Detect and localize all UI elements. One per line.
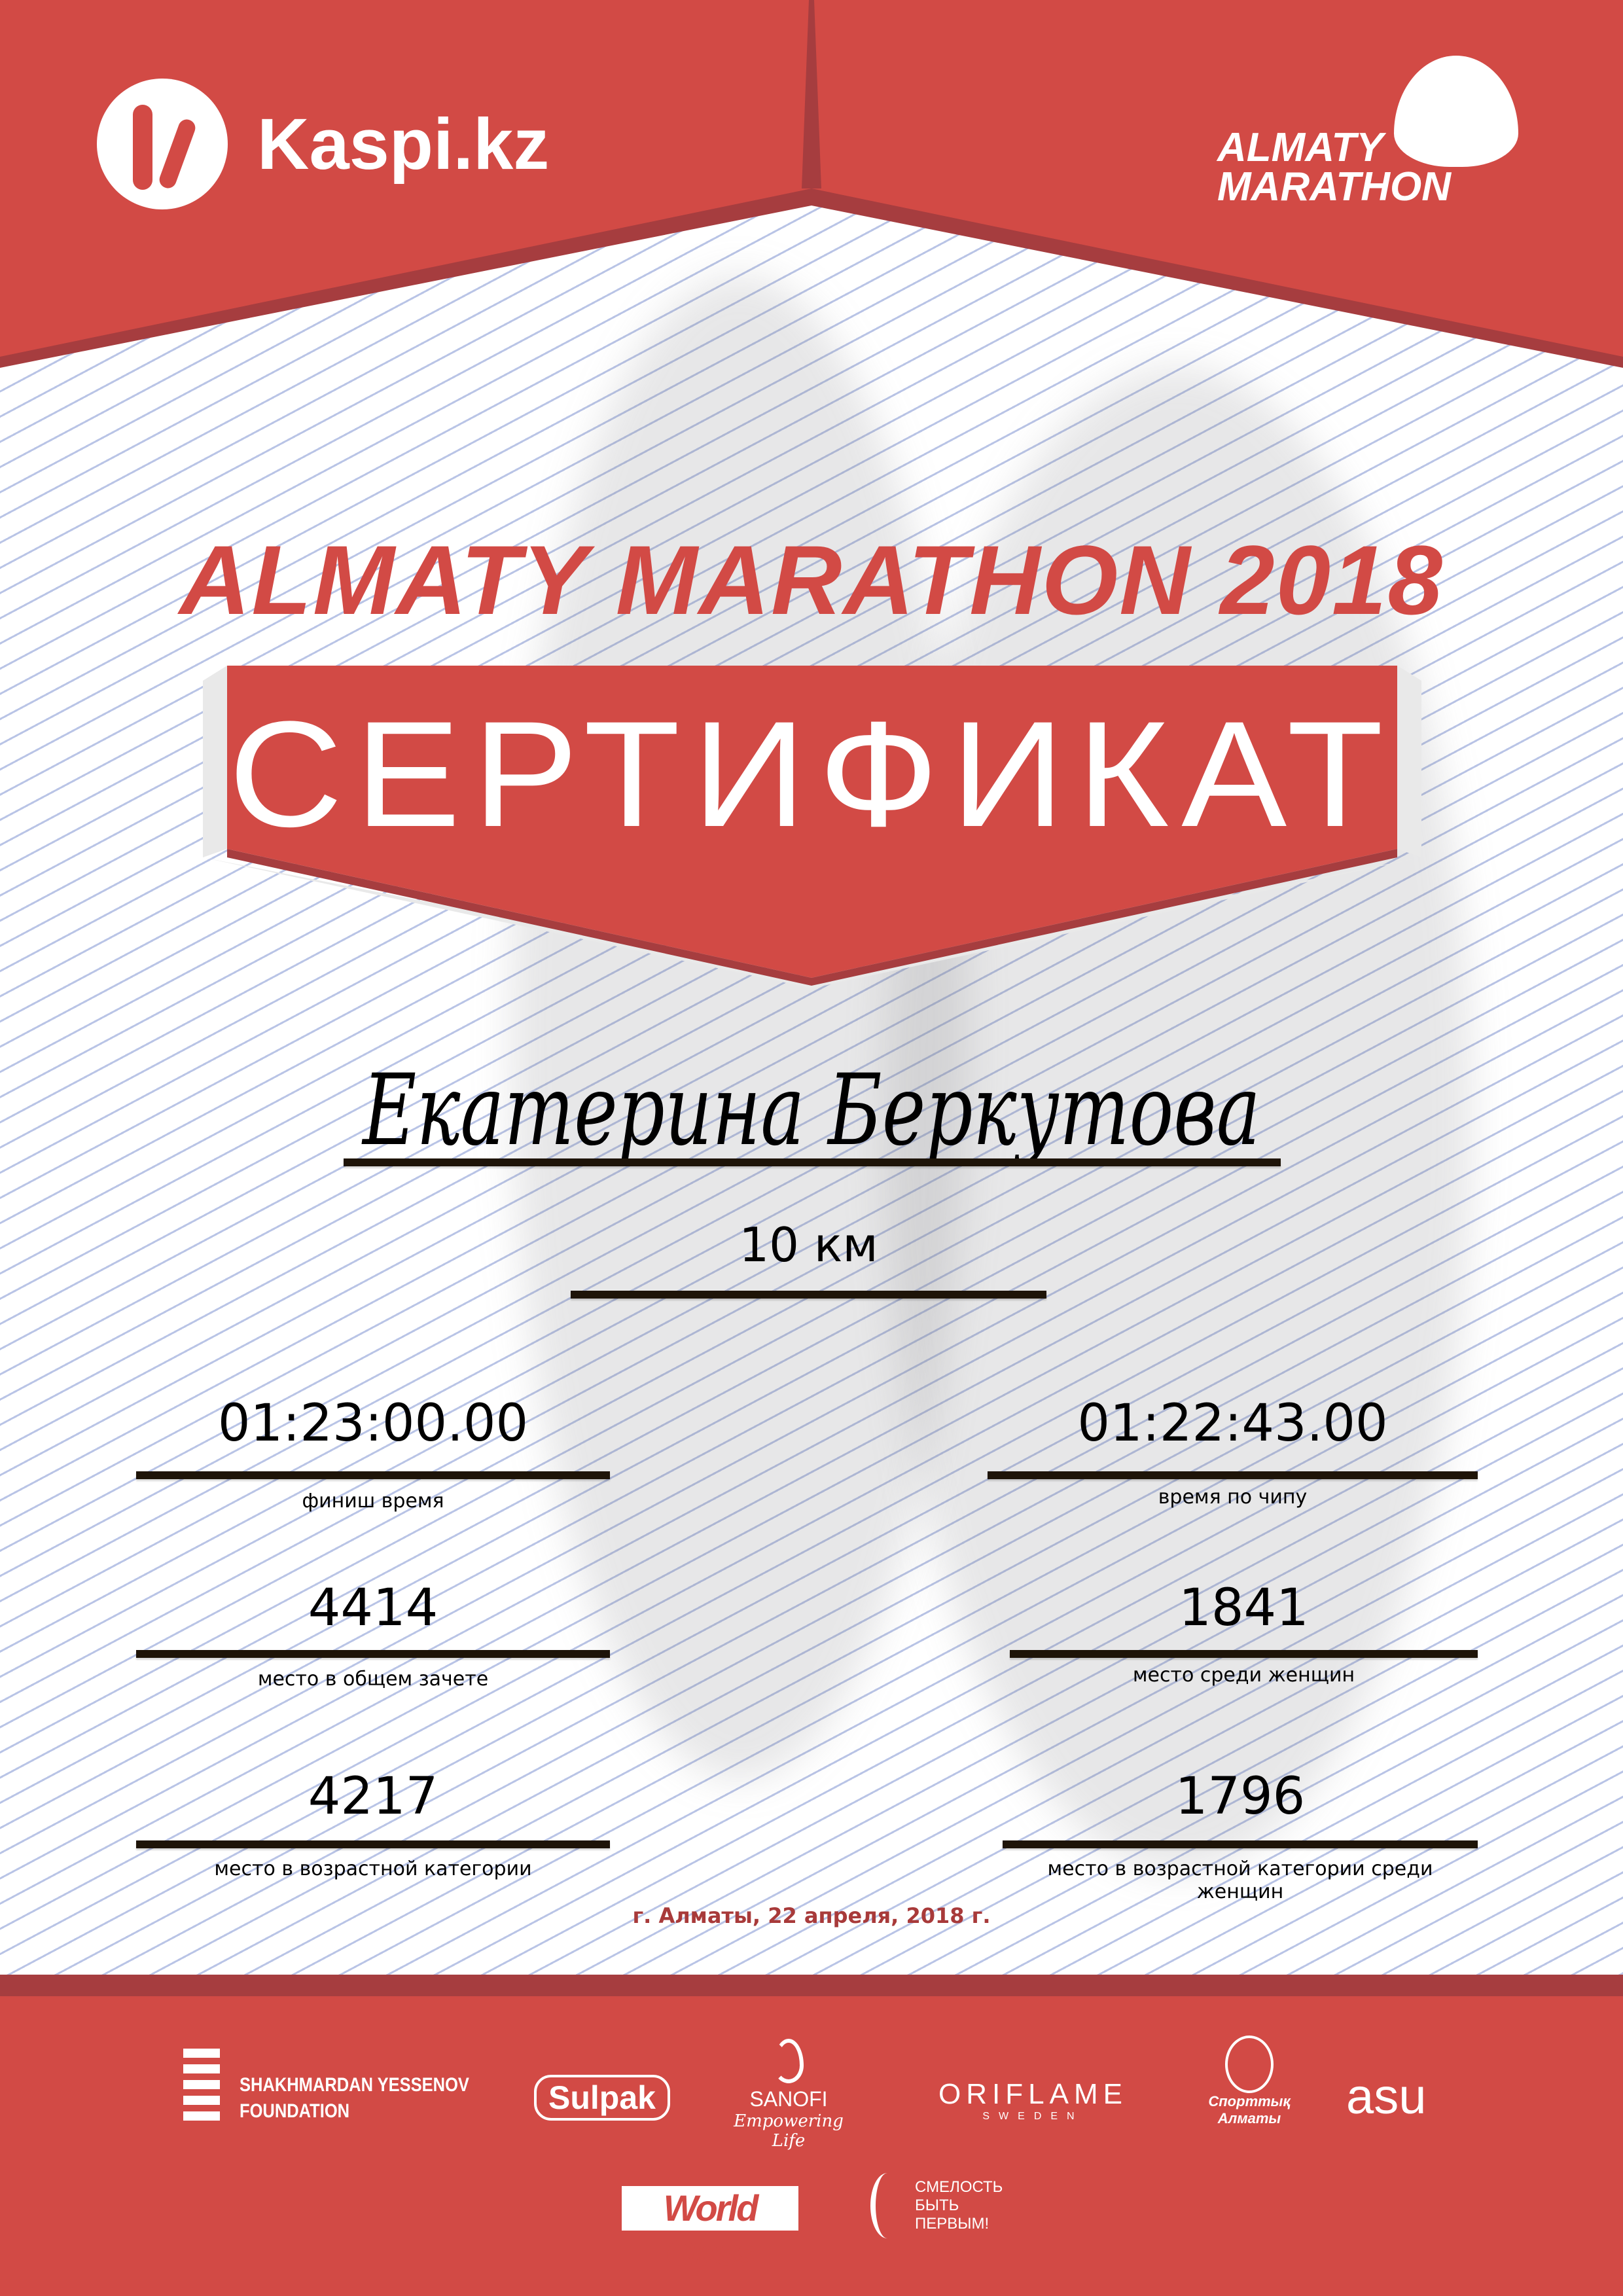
chip-time-value: 01:22:43.00 (1077, 1394, 1388, 1453)
overall-place-line (136, 1650, 610, 1658)
smelost-line2: БЫТЬ (915, 2197, 959, 2214)
header-chevron (0, 0, 1623, 368)
smelost-logo: СМЕЛОСТЬ БЫТЬ ПЕРВЫМ! (870, 2173, 1003, 2238)
runner-photo-man (510, 275, 969, 1780)
distance: 10 км (739, 1217, 878, 1272)
chip-time-line (988, 1471, 1478, 1479)
sportyk-line2: Алматы (1217, 2110, 1281, 2126)
participant-name: Екатерина Беркутова (363, 1054, 1260, 1168)
sportyk-emblem-icon (1225, 2036, 1274, 2093)
kaspi-wordmark: Kaspi.kz (257, 103, 550, 185)
sanofi-icon (774, 2039, 804, 2083)
yessenov-line1: SHAKHMARDAN YESSENOV (240, 2074, 469, 2096)
issue-date: г. Алматы, 22 апреля, 2018 г. (632, 1903, 991, 1928)
smelost-line3: ПЕРВЫМ! (915, 2215, 990, 2233)
kaspi-logo: Kaspi.kz (97, 79, 549, 209)
runner-photo-woman (883, 367, 1472, 1872)
age-place-value: 4217 (308, 1767, 438, 1826)
smelost-line1: СМЕЛОСТЬ (915, 2178, 1003, 2196)
age-place-label: место в возрастной категории (214, 1857, 532, 1880)
smelost-figure-icon (870, 2173, 904, 2238)
sulpak-logo: Sulpak (534, 2075, 670, 2121)
age-women-place-value: 1796 (1175, 1767, 1306, 1826)
distance-underline (571, 1291, 1046, 1299)
oriflame-name: ORIFLAME (938, 2078, 1128, 2110)
sponsors-footer (0, 1975, 1623, 2296)
chip-time-label: время по чипу (1158, 1486, 1308, 1509)
sanofi-name: SANOFI (749, 2087, 828, 2111)
kaspi-icon (97, 79, 228, 209)
women-place-line (1010, 1650, 1478, 1658)
finish-time-value: 01:23:00.00 (217, 1394, 529, 1453)
sanofi-logo: SANOFI Empowering Life (726, 2039, 851, 2151)
finish-time-label: финиш время (302, 1490, 444, 1513)
certificate-heading: СЕРТИФИКАТ (228, 690, 1396, 858)
age-place-line (136, 1840, 610, 1848)
yessenov-line2: FOUNDATION (240, 2100, 350, 2122)
sportyk-almaty-logo: Спорттық Алматы (1200, 2036, 1298, 2127)
worldclass-logo: World Class (622, 2186, 798, 2273)
yessenov-logo: SHAKHMARDAN YESSENOV FOUNDATION (183, 2049, 510, 2125)
event-title: ALMATY MARATHON 2018 (179, 525, 1444, 635)
age-women-place-line (1003, 1840, 1478, 1848)
asu-logo: asu (1346, 2069, 1427, 2125)
oriflame-logo: ORIFLAME SWEDEN (925, 2078, 1141, 2123)
logo-line-marathon: MARATHON (1217, 164, 1452, 209)
logo-line-almaty: ALMATY (1217, 125, 1383, 170)
sanofi-tagline: Empowering Life (734, 2111, 844, 2151)
sportyk-line1: Спорттық (1208, 2093, 1291, 2109)
overall-place-label: место в общем зачете (257, 1668, 489, 1691)
women-place-label: место среди женщин (1132, 1664, 1355, 1687)
name-underline (344, 1158, 1281, 1166)
oriflame-sub: SWEDEN (982, 2111, 1084, 2122)
women-place-value: 1841 (1179, 1579, 1309, 1638)
certificate-banner (203, 666, 1421, 988)
finish-time-line (136, 1471, 610, 1479)
footer-strip (0, 1975, 1623, 1996)
overall-place-value: 4414 (308, 1579, 438, 1638)
yessenov-icon (183, 2049, 220, 2125)
age-women-place-label: место в возрастной категории среди женщи… (1047, 1857, 1433, 1903)
almaty-marathon-logo: ALMATY MARATHON (1217, 56, 1531, 213)
